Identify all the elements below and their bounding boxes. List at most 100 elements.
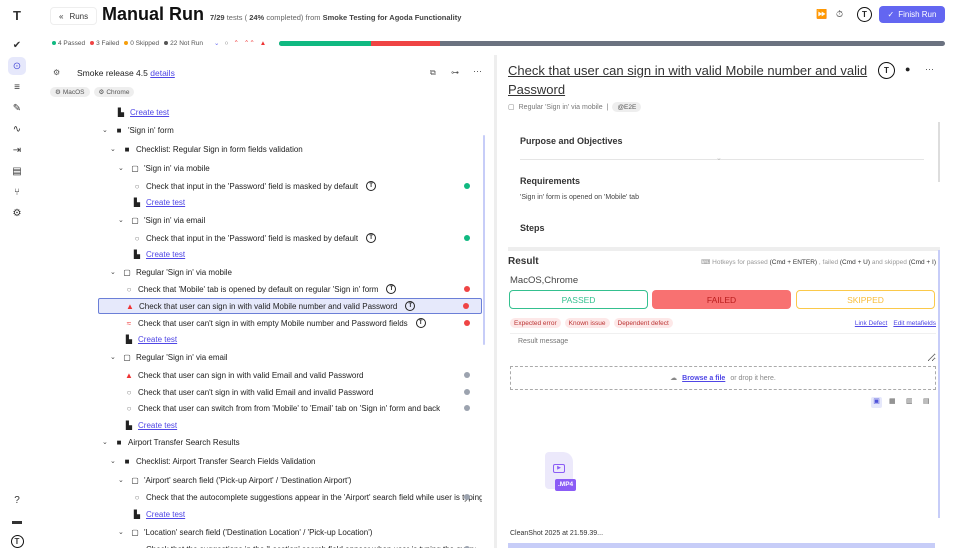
chevron-down-icon[interactable]: ⌄: [118, 165, 124, 172]
failed-button[interactable]: FAILED: [652, 290, 791, 309]
row-label[interactable]: Create test: [146, 197, 186, 207]
create-test-row[interactable]: ▙ Create test: [98, 506, 482, 522]
release-icon: ⚙: [53, 68, 61, 77]
view-grid-icon[interactable]: ▦: [889, 398, 896, 405]
test-title[interactable]: Check that user can sign in with valid M…: [508, 63, 868, 97]
user-avatar[interactable]: T: [857, 7, 872, 22]
view-list-icon[interactable]: ▥: [906, 398, 913, 405]
row-label[interactable]: Create test: [146, 249, 186, 259]
finish-run-button[interactable]: ✓ Finish Run: [879, 6, 945, 23]
priority-critical-filter-icon[interactable]: ▲: [259, 39, 267, 47]
edit-metafields-link[interactable]: Edit metafields: [893, 320, 936, 327]
chevron-down-icon[interactable]: ⌄: [118, 217, 124, 224]
test-row[interactable]: ○ Check that user can't sign in with vali…: [98, 384, 482, 400]
help-icon[interactable]: ?: [14, 494, 20, 506]
suite-row[interactable]: ⌄ ▢ 'Location' search field ('Destination …: [98, 524, 482, 540]
chart-icon[interactable]: ▤: [12, 165, 22, 177]
row-label[interactable]: Create test: [130, 107, 170, 117]
tree-scrollbar[interactable]: [483, 135, 485, 345]
tag-dependent-defect[interactable]: Dependent defect: [613, 318, 673, 328]
back-to-runs-button[interactable]: «Runs: [50, 7, 98, 25]
more-icon[interactable]: ⋯: [473, 66, 482, 76]
assignee-avatar[interactable]: T: [878, 62, 895, 79]
folder-row[interactable]: ⌄ ■ Checklist: Airport Transfer Search Fie…: [98, 453, 482, 469]
folder-row[interactable]: ⌄ ■ Checklist: Regular Sign in form fields…: [98, 141, 482, 157]
chevron-down-icon[interactable]: ⌄: [110, 354, 116, 361]
create-test-row[interactable]: ▙ Create test: [98, 104, 482, 120]
suite-row[interactable]: ⌄ ▢ 'Sign in' via email: [98, 212, 482, 228]
tag-expected-error[interactable]: Expected error: [510, 318, 561, 328]
chevron-down-icon[interactable]: ⌄: [118, 529, 124, 536]
create-test-row[interactable]: ▙ Create test: [98, 194, 482, 210]
priority-normal-icon: ○: [132, 545, 142, 549]
folder-row[interactable]: ⌄ ■ 'Sign in' form: [98, 122, 482, 138]
test-row[interactable]: ○ Check that 'Mobile' tab is opened by de…: [98, 281, 482, 297]
pulse-icon[interactable]: ∿: [12, 123, 22, 135]
skipped-button[interactable]: SKIPPED: [796, 290, 935, 309]
avatar-icon[interactable]: T: [8, 532, 26, 550]
create-test-row[interactable]: ▙ Create test: [98, 331, 482, 347]
logo-icon[interactable]: T: [13, 7, 21, 23]
result-scrollbar[interactable]: [938, 250, 940, 518]
import-icon[interactable]: ⇥: [12, 144, 22, 156]
priority-normal-filter-icon[interactable]: ○: [224, 39, 229, 47]
branch-icon[interactable]: ⑂: [14, 186, 20, 198]
file-ext-badge: .MP4: [555, 479, 577, 491]
suite-row[interactable]: ⌄ ▢ 'Sign in' via mobile: [98, 160, 482, 176]
filter-chevron-icon[interactable]: ⌄: [214, 40, 220, 47]
test-row[interactable]: ≈ Check that user can't sign in with empt…: [98, 315, 482, 331]
test-row[interactable]: ▲ Check that user can sign in with valid …: [98, 367, 482, 383]
priority-higher-filter-icon[interactable]: ⌃⌃: [243, 40, 255, 47]
check-icon[interactable]: ✔: [12, 39, 22, 51]
suite-row[interactable]: ⌄ ▢ Regular 'Sign in' via mobile: [98, 264, 482, 280]
test-row[interactable]: ○ Check that the suggestions in the 'Loca…: [98, 541, 482, 548]
file-dropzone[interactable]: ☁ Browse a file or drop it here.: [510, 366, 936, 390]
tree-view-icon[interactable]: ⊶: [451, 68, 459, 77]
resize-handle[interactable]: [508, 247, 940, 251]
expand-chevron-icon[interactable]: ⌄: [716, 155, 722, 162]
title-row: Manual Run 7/29 tests ( 24% completed) f…: [102, 4, 461, 25]
suite-row[interactable]: ⌄ ▢ 'Airport' search field ('Pick-up Airpo…: [98, 472, 482, 488]
more-icon[interactable]: ⋯: [925, 64, 934, 74]
chevron-down-icon[interactable]: ⌄: [110, 458, 116, 465]
chevron-down-icon[interactable]: ⌄: [102, 127, 108, 134]
details-link[interactable]: details: [150, 68, 175, 78]
row-label[interactable]: Create test: [138, 334, 178, 344]
test-row[interactable]: ○ Check that user can switch from from 'M…: [98, 400, 482, 416]
test-row[interactable]: ○ Check that input in the 'Password' fiel…: [98, 178, 482, 194]
test-row[interactable]: ○ Check that the autocomplete suggestions…: [98, 489, 482, 505]
link-defect-link[interactable]: Link Defect: [854, 320, 888, 327]
panel-splitter[interactable]: [494, 55, 497, 548]
chevron-down-icon[interactable]: ⌄: [110, 146, 116, 153]
browse-file-link[interactable]: Browse a file: [682, 374, 726, 382]
chevron-down-icon[interactable]: ⌄: [102, 439, 108, 446]
mp4-file-icon[interactable]: ▶ .MP4: [545, 452, 577, 491]
tag-known-issue[interactable]: Known issue: [564, 318, 610, 328]
play-circle-icon[interactable]: ⊙: [8, 57, 26, 75]
test-row[interactable]: ○ Check that input in the 'Password' fiel…: [98, 230, 482, 246]
folder-icon: ■: [124, 456, 130, 466]
view-table-icon[interactable]: ▤: [923, 398, 930, 405]
copy-icon[interactable]: ⧉: [430, 68, 436, 77]
detail-scrollbar[interactable]: [938, 122, 940, 182]
create-test-row[interactable]: ▙ Create test: [98, 417, 482, 433]
result-message-input[interactable]: [510, 333, 936, 362]
timer-icon[interactable]: ●: [905, 64, 911, 74]
row-label[interactable]: Create test: [138, 420, 178, 430]
chevron-down-icon[interactable]: ⌄: [118, 477, 124, 484]
suite-row[interactable]: ⌄ ▢ Regular 'Sign in' via email: [98, 349, 482, 365]
priority-high-filter-icon[interactable]: ⌃: [233, 40, 239, 47]
create-test-row[interactable]: ▙ Create test: [98, 246, 482, 262]
timer-icon[interactable]: ⏱: [836, 9, 844, 19]
chevron-down-icon[interactable]: ⌄: [110, 269, 116, 276]
pen-icon[interactable]: ✎: [12, 102, 22, 114]
folder-row[interactable]: ⌄ ■ Airport Transfer Search Results: [98, 434, 482, 450]
gear-icon[interactable]: ⚙: [12, 207, 22, 219]
checklist-icon[interactable]: ≡: [14, 81, 20, 93]
test-row[interactable]: ▲ Check that user can sign in with valid …: [98, 298, 482, 314]
folder-icon[interactable]: ▬: [12, 515, 22, 527]
fast-forward-icon[interactable]: ⏩: [816, 9, 828, 19]
view-large-icon[interactable]: ▣: [871, 397, 882, 408]
passed-button[interactable]: PASSED: [509, 290, 648, 309]
row-label[interactable]: Create test: [146, 509, 186, 519]
